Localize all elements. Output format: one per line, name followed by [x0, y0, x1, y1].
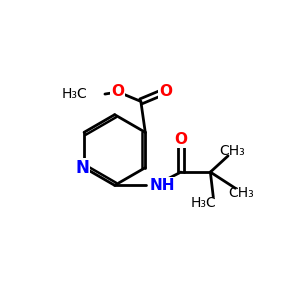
Text: H₃C: H₃C [61, 87, 87, 101]
Text: CH₃: CH₃ [228, 186, 254, 200]
Text: N: N [76, 159, 89, 177]
Text: NH: NH [150, 178, 176, 193]
Text: O: O [111, 84, 124, 99]
Text: O: O [159, 84, 172, 99]
Text: CH₃: CH₃ [220, 145, 245, 158]
Text: O: O [174, 132, 188, 147]
Text: H₃C: H₃C [190, 196, 216, 210]
